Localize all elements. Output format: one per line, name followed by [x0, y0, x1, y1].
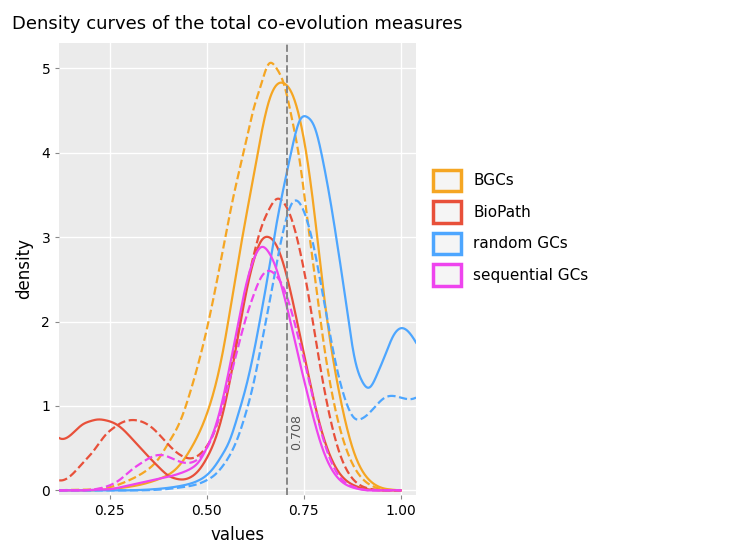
- Text: 0.708: 0.708: [289, 414, 303, 450]
- Title: Density curves of the total co-evolution measures: Density curves of the total co-evolution…: [13, 15, 463, 33]
- X-axis label: values: values: [210, 526, 265, 544]
- Y-axis label: density: density: [15, 238, 33, 299]
- Legend: BGCs, BioPath, random GCs, sequential GCs: BGCs, BioPath, random GCs, sequential GC…: [427, 163, 595, 292]
